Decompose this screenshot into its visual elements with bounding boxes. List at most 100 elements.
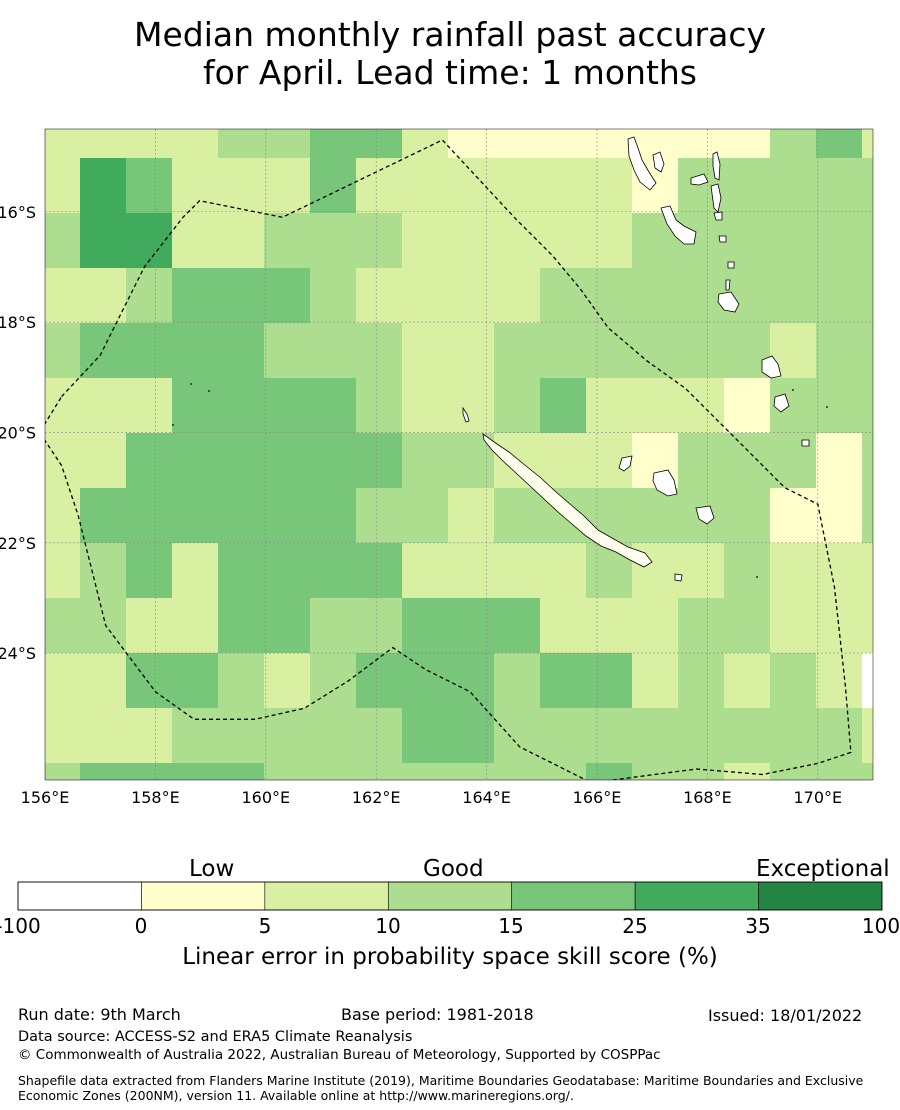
- grid-cell: [172, 543, 219, 599]
- grid-cell: [632, 763, 679, 780]
- grid-cell: [356, 268, 403, 324]
- colorbar-segment: [511, 881, 636, 911]
- grid-cell: [678, 268, 725, 324]
- grid-cell: [402, 158, 449, 214]
- grid-cell: [264, 763, 311, 780]
- colorbar-segment: [387, 881, 513, 911]
- colorbar-tick: 35: [745, 914, 771, 938]
- grid-cell: [448, 378, 495, 434]
- grid-cell: [80, 598, 127, 654]
- grid-cell: [80, 433, 127, 489]
- legend-category-exceptional: Exceptional: [756, 856, 890, 882]
- grid-cell: [356, 158, 403, 214]
- small-islets: [172, 383, 828, 578]
- colorbar-segment: [758, 881, 883, 911]
- grid-cell: [310, 268, 357, 324]
- grid-cell: [80, 129, 127, 159]
- lon-tick-label: 162°E: [352, 788, 401, 807]
- grid-cell: [678, 708, 725, 764]
- grid-cell: [264, 433, 311, 489]
- grid-cell: [45, 158, 81, 214]
- colorbar-tick: 0: [134, 914, 148, 938]
- grid-cell: [448, 708, 495, 764]
- grid-cell: [356, 323, 403, 379]
- grid-cell: [264, 488, 311, 544]
- grid-cell: [862, 213, 873, 269]
- grid-cell: [80, 763, 127, 780]
- grid-cell: [126, 543, 173, 599]
- grid-cell: [862, 129, 873, 159]
- grid-cell: [540, 129, 587, 159]
- lon-tick-label: 166°E: [573, 788, 622, 807]
- grid-cell: [448, 653, 495, 709]
- grid-cell: [126, 129, 173, 159]
- grid-cell: [770, 763, 817, 780]
- grid-cell: [724, 433, 771, 489]
- grid-cell: [770, 268, 817, 324]
- grid-cell: [770, 543, 817, 599]
- grid-cell: [264, 323, 311, 379]
- grid-cell: [494, 378, 541, 434]
- lat-tick-label: 20°S: [0, 423, 36, 442]
- grid-cell: [448, 158, 495, 214]
- grid-cell: [816, 158, 863, 214]
- grid-cell: [540, 213, 587, 269]
- grid-cell: [862, 158, 873, 214]
- grid-cell: [770, 653, 817, 709]
- grid-cell: [862, 598, 873, 654]
- grid-cell: [402, 543, 449, 599]
- grid-cell: [678, 433, 725, 489]
- grid-cell: [80, 653, 127, 709]
- lon-tick-label: 160°E: [241, 788, 290, 807]
- grid-cell: [816, 708, 863, 764]
- grid-cell: [45, 653, 81, 709]
- grid-cell: [586, 323, 633, 379]
- grid-cell: [816, 653, 863, 709]
- grid-cell: [586, 763, 633, 780]
- grid-cell: [126, 488, 173, 544]
- grid-cell: [724, 653, 771, 709]
- grid-cell: [218, 708, 265, 764]
- map-frame: [44, 128, 874, 781]
- grid-cell: [310, 323, 357, 379]
- grid-cell: [540, 653, 587, 709]
- grid-cell: [172, 598, 219, 654]
- grid-cell: [724, 129, 771, 159]
- grid-cell: [540, 543, 587, 599]
- grid-cell: [448, 763, 495, 780]
- colorbar-segment: [17, 881, 142, 911]
- grid-cell: [356, 129, 403, 159]
- lon-tick-label: 158°E: [131, 788, 180, 807]
- grid-cell: [264, 543, 311, 599]
- grid-cell: [816, 488, 863, 544]
- grid-cell: [356, 213, 403, 269]
- grid-cell: [402, 268, 449, 324]
- grid-cell: [45, 488, 81, 544]
- grid-cell: [356, 708, 403, 764]
- grid-cell: [310, 213, 357, 269]
- grid-cell: [494, 653, 541, 709]
- grid-cell: [172, 708, 219, 764]
- grid-cell: [862, 378, 873, 434]
- grid-cell: [356, 543, 403, 599]
- grid-cell: [356, 598, 403, 654]
- grid-cell: [448, 598, 495, 654]
- colorbar-tick: -100: [0, 914, 41, 938]
- grid-cell: [402, 598, 449, 654]
- grid-cell: [678, 129, 725, 159]
- grid-cell: [632, 268, 679, 324]
- grid-cell: [678, 598, 725, 654]
- colorbar-label: Linear error in probability space skill …: [182, 944, 718, 970]
- shapefile-credit: Shapefile data extracted from Flanders M…: [18, 1073, 864, 1103]
- issued-date: Issued: 18/01/2022: [708, 1006, 863, 1025]
- grid-cell: [310, 433, 357, 489]
- grid-cell: [540, 158, 587, 214]
- grid-cell: [724, 763, 771, 780]
- grid-cell: [126, 158, 173, 214]
- grid-cell: [172, 158, 219, 214]
- grid-cell: [448, 129, 495, 159]
- grid-cell: [862, 433, 873, 489]
- grid-cell: [402, 488, 449, 544]
- grid-cell: [126, 433, 173, 489]
